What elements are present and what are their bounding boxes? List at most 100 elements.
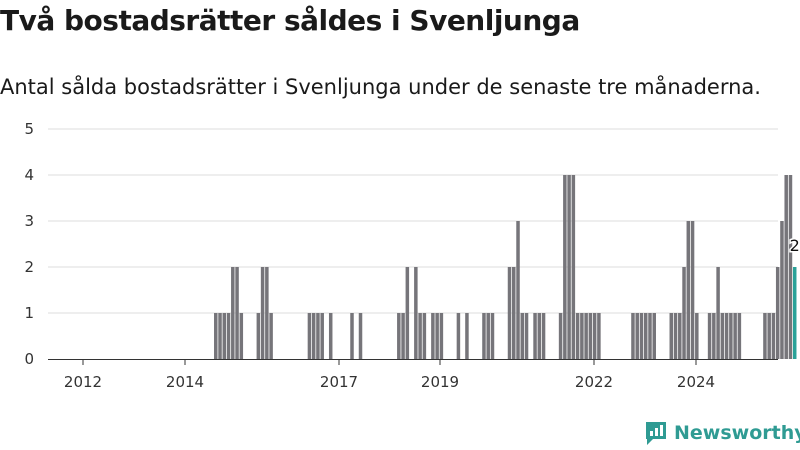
bar xyxy=(788,175,793,359)
bar xyxy=(541,313,546,359)
bar xyxy=(729,313,733,359)
bar xyxy=(358,313,363,359)
bar xyxy=(465,313,469,359)
bar xyxy=(537,313,542,359)
y-tick-label: 5 xyxy=(24,120,34,138)
bar xyxy=(239,313,244,359)
chart-bars xyxy=(214,175,797,359)
bar xyxy=(350,313,354,359)
chart-annotation: 2 xyxy=(788,235,800,257)
bar xyxy=(652,313,656,359)
x-tick-label: 2022 xyxy=(575,373,613,391)
y-tick-label: 1 xyxy=(24,304,34,322)
bar xyxy=(716,267,720,359)
bar xyxy=(673,313,678,359)
newsworthy-brand: Newsworthy xyxy=(644,420,800,446)
bar xyxy=(690,221,695,359)
bar xyxy=(256,313,261,359)
y-tick-label: 0 xyxy=(24,350,34,368)
bar xyxy=(307,313,312,359)
bar xyxy=(486,313,490,359)
x-tick-label: 2024 xyxy=(677,373,715,391)
bar xyxy=(456,313,461,359)
bar xyxy=(763,313,767,359)
bar xyxy=(320,313,324,359)
bar xyxy=(401,313,405,359)
newsworthy-logo-icon xyxy=(646,422,666,445)
bar xyxy=(422,313,427,359)
bar xyxy=(592,313,597,359)
bar xyxy=(218,313,222,359)
bar xyxy=(682,267,686,359)
bar xyxy=(733,313,737,359)
bar xyxy=(328,313,333,359)
bar xyxy=(405,267,410,359)
bar xyxy=(431,313,435,359)
bar xyxy=(588,313,593,359)
bar xyxy=(631,313,635,359)
bar xyxy=(222,313,227,359)
bar xyxy=(520,313,525,359)
bar xyxy=(686,221,691,359)
chart-subtitle: Antal sålda bostadsrätter i Svenljunga u… xyxy=(0,75,761,99)
x-tick-label: 2019 xyxy=(421,373,459,391)
bar xyxy=(482,313,486,359)
bar xyxy=(639,313,644,359)
bar xyxy=(567,175,571,359)
bar xyxy=(507,267,512,359)
bar xyxy=(771,313,776,359)
bar xyxy=(214,313,218,359)
bar xyxy=(435,313,439,359)
bar xyxy=(584,313,588,359)
bar xyxy=(231,267,235,359)
bar xyxy=(235,267,239,359)
bar xyxy=(269,313,273,359)
bar xyxy=(414,267,418,359)
bar xyxy=(678,313,682,359)
bar xyxy=(597,313,601,359)
bar xyxy=(775,267,780,359)
bar xyxy=(669,313,674,359)
bar xyxy=(784,175,788,359)
chart-grid xyxy=(48,128,778,314)
bar xyxy=(516,221,520,359)
bar xyxy=(780,221,784,359)
bar xyxy=(580,313,584,359)
bar xyxy=(563,175,567,359)
x-tick-label: 2012 xyxy=(64,373,102,391)
bar xyxy=(418,313,422,359)
x-tick-label: 2017 xyxy=(320,373,358,391)
x-tick-label: 2014 xyxy=(166,373,204,391)
bar xyxy=(737,313,742,359)
bar xyxy=(490,313,495,359)
bar xyxy=(524,313,529,359)
bar xyxy=(558,313,563,359)
bar xyxy=(260,267,265,359)
bar xyxy=(643,313,648,359)
y-tick-label: 3 xyxy=(24,212,34,230)
bar xyxy=(226,313,231,359)
bar xyxy=(439,313,444,359)
bar xyxy=(571,175,576,359)
bar xyxy=(575,313,580,359)
bar xyxy=(767,313,771,359)
bar xyxy=(720,313,725,359)
y-tick-label: 4 xyxy=(24,166,34,184)
bar xyxy=(695,313,699,359)
bar xyxy=(397,313,401,359)
bar xyxy=(316,313,320,359)
bar xyxy=(724,313,729,359)
bar xyxy=(707,313,712,359)
bar xyxy=(512,267,516,359)
highlight-data-label: 2 xyxy=(790,236,800,255)
bar xyxy=(533,313,537,359)
bar xyxy=(648,313,652,359)
bar xyxy=(311,313,316,359)
x-axis: 2012 2014 2017 2019 2022 2024 xyxy=(48,359,778,391)
brand-name: Newsworthy xyxy=(674,422,800,444)
bar xyxy=(635,313,639,359)
highlight-bar xyxy=(792,267,797,359)
bar xyxy=(712,313,716,359)
page-title: Två bostadsrätter såldes i Svenljunga xyxy=(0,4,580,37)
